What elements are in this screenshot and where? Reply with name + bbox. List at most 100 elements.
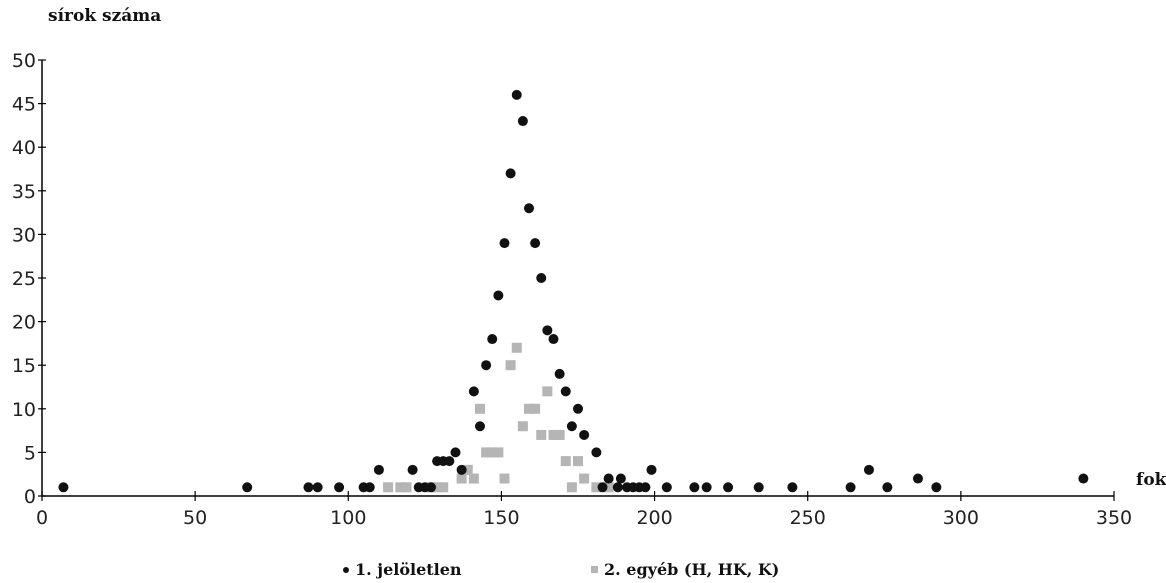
data-point-jeloletlen bbox=[701, 482, 712, 493]
data-point-jeloletlen bbox=[597, 482, 608, 493]
data-point-egyeb bbox=[548, 429, 559, 440]
data-point-jeloletlen bbox=[499, 238, 510, 249]
data-point-egyeb bbox=[566, 482, 577, 493]
data-point-egyeb bbox=[542, 386, 553, 397]
data-point-egyeb bbox=[554, 429, 565, 440]
x-tick-label: 150 bbox=[483, 507, 519, 529]
x-tick-label: 250 bbox=[790, 507, 826, 529]
data-point-egyeb bbox=[536, 429, 547, 440]
data-point-jeloletlen bbox=[364, 482, 375, 493]
data-point-jeloletlen bbox=[573, 403, 583, 414]
data-point-jeloletlen bbox=[1078, 473, 1089, 484]
x-tick-label: 0 bbox=[36, 507, 48, 529]
y-tick-label: 50 bbox=[12, 50, 36, 72]
data-point-egyeb bbox=[579, 473, 590, 484]
data-point-jeloletlen bbox=[505, 168, 516, 179]
y-tick-label: 20 bbox=[12, 312, 36, 334]
legend-label-jeloletlen: 1. jelöletlen bbox=[355, 560, 462, 579]
data-point-jeloletlen bbox=[882, 482, 893, 493]
data-point-jeloletlen bbox=[373, 464, 384, 475]
y-tick-label: 35 bbox=[12, 181, 36, 203]
y-axis-label: sírok száma bbox=[48, 6, 162, 26]
series-egyeb-markers bbox=[383, 342, 614, 493]
data-point-egyeb bbox=[517, 421, 528, 432]
data-point-jeloletlen bbox=[753, 482, 764, 493]
data-point-jeloletlen bbox=[456, 464, 467, 475]
data-point-jeloletlen bbox=[548, 334, 559, 345]
circle-marker-icon bbox=[343, 566, 349, 573]
data-point-egyeb bbox=[395, 482, 406, 493]
data-point-egyeb bbox=[573, 456, 583, 467]
data-point-jeloletlen bbox=[566, 421, 577, 432]
data-point-jeloletlen bbox=[560, 386, 571, 397]
data-point-jeloletlen bbox=[523, 203, 534, 214]
data-point-egyeb bbox=[505, 360, 516, 371]
data-point-egyeb bbox=[487, 447, 498, 458]
data-point-jeloletlen bbox=[723, 482, 734, 493]
data-point-jeloletlen bbox=[912, 473, 923, 484]
legend-label-egyeb: 2. egyéb (H, HK, K) bbox=[604, 560, 780, 579]
y-tick-label: 15 bbox=[12, 355, 36, 377]
data-point-jeloletlen bbox=[591, 447, 602, 458]
data-point-jeloletlen bbox=[530, 238, 541, 249]
data-point-egyeb bbox=[468, 473, 479, 484]
data-point-egyeb bbox=[493, 447, 504, 458]
y-tick-label: 10 bbox=[12, 399, 36, 421]
x-axis-label: fok bbox=[1136, 470, 1166, 490]
legend-item-jeloletlen: 1. jelöletlen bbox=[343, 560, 462, 579]
data-point-jeloletlen bbox=[542, 325, 553, 336]
y-tick-label: 25 bbox=[12, 268, 36, 290]
data-point-egyeb bbox=[438, 482, 449, 493]
data-point-jeloletlen bbox=[845, 482, 856, 493]
x-tick-label: 50 bbox=[183, 507, 207, 529]
y-tick-label: 30 bbox=[12, 224, 36, 246]
data-point-jeloletlen bbox=[536, 273, 547, 283]
data-point-egyeb bbox=[591, 482, 602, 493]
series-jeloletlen-markers bbox=[58, 89, 1089, 493]
data-point-jeloletlen bbox=[425, 482, 436, 493]
data-point-jeloletlen bbox=[612, 482, 623, 493]
data-point-egyeb bbox=[511, 342, 522, 353]
data-point-jeloletlen bbox=[407, 464, 418, 475]
data-point-jeloletlen bbox=[579, 429, 590, 440]
legend-item-egyeb: 2. egyéb (H, HK, K) bbox=[591, 560, 779, 579]
x-tick-label: 100 bbox=[330, 507, 366, 529]
data-point-egyeb bbox=[432, 482, 443, 493]
data-point-jeloletlen bbox=[468, 386, 479, 397]
data-point-egyeb bbox=[523, 403, 534, 414]
data-point-egyeb bbox=[401, 482, 412, 493]
data-point-jeloletlen bbox=[787, 482, 798, 493]
data-point-jeloletlen bbox=[615, 473, 626, 484]
data-point-jeloletlen bbox=[481, 360, 492, 371]
data-point-jeloletlen bbox=[511, 89, 522, 100]
data-point-jeloletlen bbox=[474, 421, 485, 432]
y-tick-label: 40 bbox=[12, 137, 36, 159]
square-marker-icon bbox=[591, 566, 598, 573]
data-point-jeloletlen bbox=[242, 482, 253, 493]
y-tick-label: 5 bbox=[24, 442, 36, 464]
data-point-jeloletlen bbox=[554, 368, 565, 379]
data-point-egyeb bbox=[462, 464, 473, 475]
data-point-jeloletlen bbox=[931, 482, 942, 493]
y-tick-label: 0 bbox=[24, 486, 36, 508]
data-point-jeloletlen bbox=[517, 116, 528, 127]
data-point-egyeb bbox=[481, 447, 492, 458]
data-point-egyeb bbox=[456, 473, 467, 484]
data-point-jeloletlen bbox=[334, 482, 345, 493]
x-axis-ticks: 0 50 100 150 200 250 300 350 bbox=[36, 491, 1132, 529]
x-tick-label: 300 bbox=[943, 507, 979, 529]
y-tick-label: 45 bbox=[12, 94, 36, 116]
data-point-egyeb bbox=[383, 482, 394, 493]
data-point-jeloletlen bbox=[312, 482, 323, 493]
data-point-jeloletlen bbox=[303, 482, 314, 493]
data-point-jeloletlen bbox=[493, 290, 504, 301]
x-tick-label: 350 bbox=[1096, 507, 1132, 529]
data-point-jeloletlen bbox=[689, 482, 700, 493]
data-point-egyeb bbox=[499, 473, 510, 484]
data-point-jeloletlen bbox=[603, 473, 614, 484]
data-point-egyeb bbox=[474, 403, 485, 414]
data-point-egyeb bbox=[530, 403, 541, 414]
y-axis-ticks: 0 5 10 15 20 25 30 35 40 45 50 bbox=[12, 50, 46, 508]
data-point-jeloletlen bbox=[444, 456, 455, 467]
data-point-jeloletlen bbox=[646, 464, 657, 475]
